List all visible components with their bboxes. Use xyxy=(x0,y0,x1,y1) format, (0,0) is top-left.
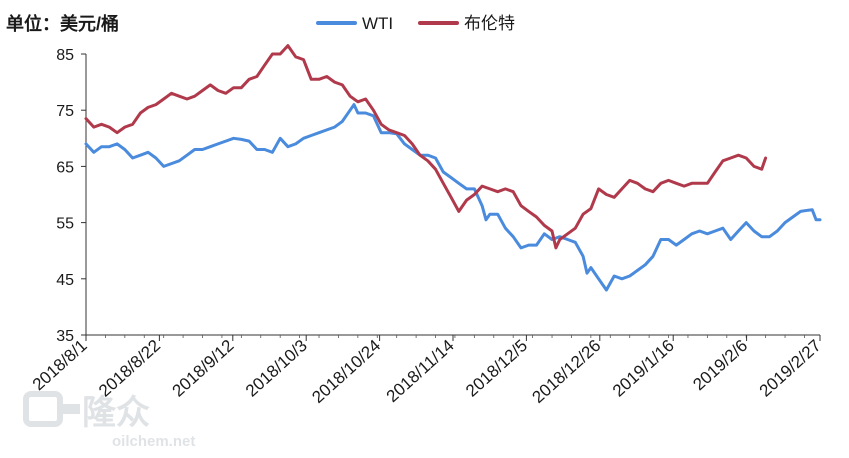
x-tick-label: 2018/10/3 xyxy=(242,336,311,401)
watermark-logo-icon xyxy=(23,391,63,427)
y-axis-ticks: 35 45 55 65 75 85 xyxy=(56,47,86,345)
x-tick-label: 2018/8/22 xyxy=(95,336,164,401)
x-tick-label: 2018/10/24 xyxy=(308,336,384,407)
unit-label: 单位：美元/桶 xyxy=(6,13,119,34)
y-tick-label: 75 xyxy=(56,103,74,120)
watermark: 隆众 oilchem.net xyxy=(23,391,195,450)
watermark-logo-bar xyxy=(60,404,80,414)
x-tick-label: 2018/12/5 xyxy=(462,336,531,401)
legend: WTI 布伦特 xyxy=(316,14,515,33)
watermark-brand: 隆众 xyxy=(82,394,150,432)
y-tick-label: 45 xyxy=(56,272,74,289)
legend-label-brent: 布伦特 xyxy=(464,14,515,33)
y-tick-label: 55 xyxy=(56,216,74,233)
x-tick-label: 2018/12/26 xyxy=(529,336,605,407)
x-tick-label: 2019/1/16 xyxy=(609,336,678,401)
y-tick-label: 85 xyxy=(56,47,74,64)
series-lines xyxy=(84,44,822,292)
legend-label-wti: WTI xyxy=(362,14,393,33)
y-tick-label: 65 xyxy=(56,159,74,176)
series-line-brent xyxy=(84,44,768,250)
x-tick-label: 2018/11/14 xyxy=(383,336,458,406)
watermark-url: oilchem.net xyxy=(112,433,195,450)
series-line-wti xyxy=(84,103,822,292)
x-tick-label: 2019/2/27 xyxy=(756,336,825,401)
x-tick-label: 2018/9/12 xyxy=(169,336,238,401)
y-tick-label: 35 xyxy=(56,328,74,345)
x-tick-label: 2019/2/6 xyxy=(689,336,751,394)
